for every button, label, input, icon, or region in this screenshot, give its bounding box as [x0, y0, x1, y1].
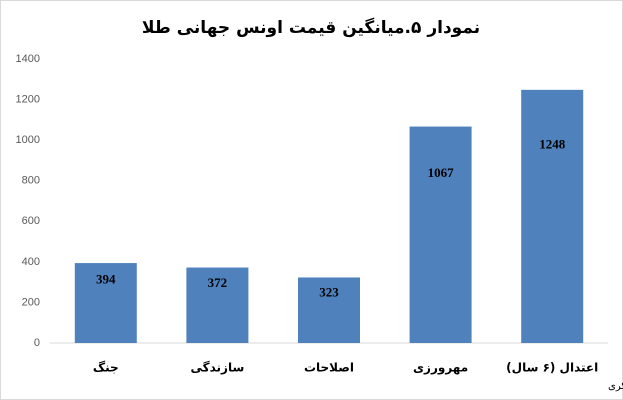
data-label: 323: [319, 284, 339, 299]
data-label: 1248: [539, 137, 566, 152]
bar: [74, 263, 137, 343]
y-tick-label: 1000: [16, 134, 40, 146]
y-tick-label: 600: [22, 215, 40, 227]
y-tick-label: 1400: [16, 53, 40, 65]
data-label: 394: [96, 272, 116, 287]
chart-title: نمودار ۵.میانگین قیمت اونس جهانی طلا: [142, 17, 480, 38]
y-tick-label: 1200: [16, 93, 40, 105]
x-tick-label: اعتدال (۶ سال): [506, 361, 598, 375]
data-label: 1067: [428, 165, 455, 180]
bar: [409, 126, 472, 344]
bar: [521, 89, 584, 343]
x-tick-label: اصلاحات: [304, 361, 354, 375]
bar: [186, 267, 249, 343]
annotation: تحلیل و استنتاج حامد ذاکری: [608, 381, 623, 392]
y-tick-label: 400: [22, 256, 40, 268]
y-tick-label: 800: [22, 175, 40, 187]
bar: [298, 277, 360, 343]
y-tick-label: 0: [34, 337, 40, 349]
data-label: 372: [208, 275, 228, 290]
x-tick-label: سازندگی: [191, 361, 245, 375]
x-tick-label: جنگ: [93, 361, 119, 375]
x-tick-label: مهرورزی: [413, 361, 468, 376]
y-tick-label: 200: [22, 296, 40, 308]
